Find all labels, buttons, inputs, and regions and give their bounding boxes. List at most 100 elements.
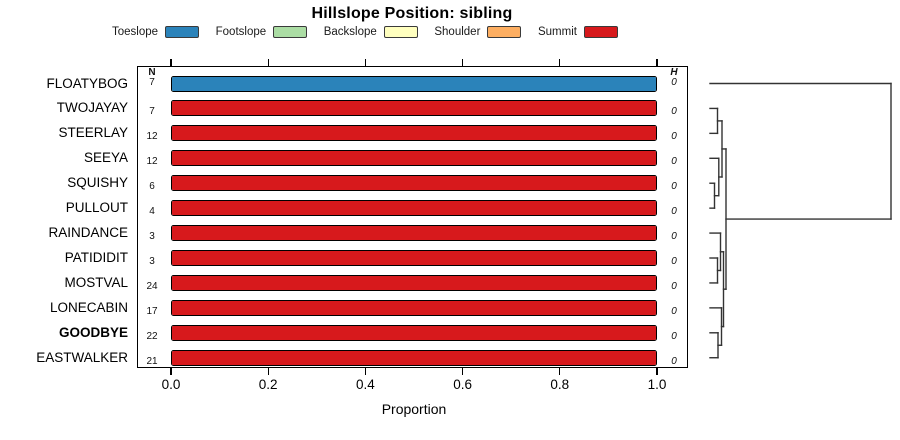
bar-segment-summit [172, 126, 656, 141]
bar-segment-summit [172, 201, 656, 216]
bar-segment-summit [172, 251, 656, 265]
x-axis-title: Proportion [381, 401, 447, 417]
h-value: 0 [671, 231, 677, 243]
axis-tick-bottom [267, 368, 269, 375]
axis-tick-label: 0.6 [453, 377, 472, 392]
proportion-bar [171, 299, 657, 316]
n-value: 22 [146, 330, 158, 342]
legend-color-swatch [487, 26, 522, 38]
h-column-header: H [670, 67, 678, 78]
n-value: 17 [146, 305, 158, 317]
axis-tick-top [170, 59, 172, 66]
axis-tick-bottom [170, 368, 172, 375]
n-value: 7 [149, 106, 155, 118]
axis-tick-label: 0.2 [258, 377, 278, 392]
chart-title: Hillslope Position: sibling [311, 5, 513, 22]
legend-item-label: Backslope [323, 26, 377, 38]
proportion-bar [171, 150, 657, 167]
proportion-bar [171, 100, 657, 117]
h-value: 0 [671, 305, 677, 317]
h-value: 0 [671, 256, 677, 267]
row-label: PATIDIDIT [64, 250, 128, 265]
row-label: FLOATYBOG [46, 75, 128, 91]
legend-item: Summit [538, 26, 618, 38]
proportion-bar [171, 200, 657, 217]
legend-item-label: Footslope [215, 26, 267, 38]
n-value: 12 [146, 131, 158, 143]
h-value: 0 [671, 206, 677, 218]
row-label: RAINDANCE [48, 225, 128, 241]
n-value: 6 [149, 181, 155, 193]
n-column-header: N [148, 67, 156, 78]
h-value: 0 [671, 156, 677, 168]
legend-color-swatch [273, 26, 308, 38]
h-value: 0 [671, 330, 677, 342]
proportion-bar [171, 324, 657, 341]
bar-segment-summit [172, 151, 656, 166]
bar-segment-summit [172, 226, 656, 241]
bar-segment-summit [172, 275, 656, 290]
axis-tick-bottom [656, 368, 658, 375]
n-value: 24 [146, 280, 158, 292]
axis-tick-top [267, 59, 269, 66]
plot-area-frame [137, 66, 688, 368]
axis-tick-label: 0.4 [356, 377, 375, 392]
legend-color-swatch [583, 26, 618, 38]
legend-item: Shoulder [434, 26, 522, 38]
h-value: 0 [671, 280, 677, 292]
legend-item-label: Toeslope [112, 26, 159, 38]
legend-item-label: Summit [537, 26, 577, 38]
legend-item-label: Shoulder [434, 26, 481, 38]
bar-segment-summit [172, 300, 656, 315]
row-label: SEEYA [83, 150, 128, 166]
n-value: 3 [149, 256, 155, 267]
proportion-bar [171, 349, 657, 366]
legend: Toeslope Footslope Backslope Shoulder Summit [112, 26, 618, 38]
n-value: 3 [149, 231, 155, 243]
bar-segment-toeslope [172, 76, 656, 91]
proportion-bar [171, 125, 657, 142]
n-value: 12 [146, 156, 158, 168]
row-label: GOODBYE [58, 324, 128, 340]
row-label: MOSTVAL [64, 274, 128, 290]
row-label: EASTWALKER [36, 349, 128, 365]
n-value: 4 [149, 206, 155, 218]
row-label: SQUISHY [67, 175, 128, 191]
axis-tick-top [364, 59, 367, 66]
proportion-bar [171, 274, 657, 291]
axis-tick-top [461, 59, 464, 66]
legend-item: Toeslope [112, 26, 200, 38]
h-value: 0 [671, 106, 677, 118]
axis-tick-label: 0.8 [550, 377, 570, 392]
row-label: LONECABIN [49, 299, 128, 315]
axis-tick-top [559, 59, 561, 66]
axis-tick-label: 0.0 [161, 377, 181, 392]
h-value: 0 [671, 355, 677, 367]
proportion-bar [171, 250, 657, 266]
h-value: 0 [671, 181, 677, 193]
axis-tick-label: 1.0 [647, 377, 667, 392]
proportion-bar [171, 75, 657, 92]
legend-color-swatch [165, 26, 200, 38]
bar-segment-summit [172, 325, 656, 340]
proportion-bar [171, 175, 657, 192]
bar-segment-summit [172, 350, 656, 365]
legend-item: Footslope [216, 26, 308, 38]
row-label: STEERLAY [58, 125, 128, 141]
row-label: TWOJAYAY [56, 100, 128, 116]
legend-color-swatch [383, 26, 418, 38]
axis-tick-bottom [364, 368, 367, 375]
axis-tick-bottom [461, 368, 464, 375]
bar-segment-summit [172, 176, 656, 191]
n-value: 7 [149, 77, 155, 88]
row-label: PULLOUT [65, 200, 128, 216]
h-value: 0 [671, 77, 677, 88]
h-value: 0 [671, 131, 677, 143]
n-value: 21 [146, 355, 158, 367]
axis-tick-top [656, 59, 658, 66]
axis-tick-bottom [559, 368, 561, 375]
bar-segment-summit [172, 101, 656, 116]
proportion-bar [171, 225, 657, 242]
legend-item: Backslope [324, 26, 418, 38]
